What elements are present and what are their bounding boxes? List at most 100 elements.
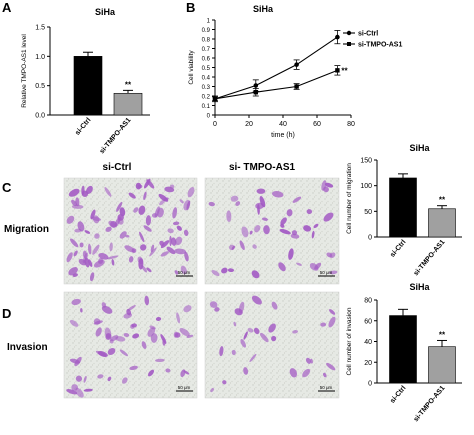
x-tick-label: si-TMPO-AS1 [99,117,133,156]
stained-cell [94,233,100,239]
legend-label: si-Ctrl [358,31,378,38]
data-point [335,34,340,40]
stained-cell [71,298,81,306]
scale-bar-label: 50 μm [178,270,191,275]
stained-cell [243,367,249,375]
chart-title: SiHa [253,4,274,14]
stained-cell [261,217,269,221]
stained-cell [107,376,112,382]
stained-cell [289,368,298,378]
stained-cell [83,388,93,392]
y-tick-label: 1.0 [35,54,45,61]
stained-cell [68,267,78,276]
bar-si-TMPO-AS1 [113,92,143,116]
stained-cell [219,346,224,357]
y-tick-label: 100 [360,183,372,190]
stained-cell [98,253,109,260]
stained-cell [296,262,302,266]
y-tick-label: 0.4 [202,76,211,82]
stained-cell [68,188,80,197]
stained-cell [249,230,253,235]
stained-cell [75,375,83,382]
stained-cell [110,335,119,342]
stained-cell [73,250,78,257]
stained-cell [74,228,82,233]
stained-cell [126,308,132,316]
series-line-si-Ctrl [214,36,338,100]
stained-cell [160,251,169,257]
significance-marker: ** [439,330,446,339]
stained-cell [128,192,136,199]
stained-cell [184,251,189,262]
x-tick-label: si-Ctrl [74,117,92,137]
significance-marker: ** [439,196,446,205]
stained-cell [66,215,75,224]
stained-cell [214,307,220,312]
stained-cell [321,180,327,191]
stained-cell [143,191,147,201]
stained-cell [135,182,142,190]
stained-cell [260,332,269,343]
x-tick-label: 60 [313,121,321,128]
y-tick-label: 0.5 [35,83,45,90]
stained-cell [154,358,165,363]
y-tick-label: 60 [364,318,372,325]
stained-cell [123,332,130,337]
stained-cell [235,201,241,206]
significance-marker: ** [341,66,348,75]
stained-cell [309,263,319,271]
stained-cell [84,257,90,268]
stained-cell [271,301,278,310]
stained-cell [119,231,127,239]
x-tick-label: si-Ctrl [389,385,407,405]
x-tick-label: 40 [279,121,287,128]
stained-cell [268,323,276,333]
panel-letter-c: C [2,180,12,195]
stained-cell [241,226,249,238]
stained-cell [71,384,79,391]
stained-cell [80,308,83,313]
x-tick-label: 80 [347,121,355,128]
y-tick-label: 0 [368,381,372,388]
micro-col-ctrl-label: si-Ctrl [103,162,132,173]
stained-cell [95,350,107,357]
stained-cell [180,265,187,275]
row-label-invasion: Invasion [7,342,48,353]
stained-cell [127,305,136,311]
y-tick-label: 0 [207,114,211,120]
stained-cell [305,357,312,364]
legend-marker [347,42,351,46]
y-tick-label: 50 [364,209,372,216]
stained-cell [175,236,183,246]
stained-cell [95,327,102,337]
stained-cell [254,225,261,233]
stained-cell [86,185,93,194]
y-tick-label: 80 [364,298,372,305]
y-tick-label: 1 [207,19,211,25]
scale-bar-label: 50 μm [178,385,191,390]
bar-si-Ctrl [389,177,417,238]
legend-label: si-TMPO-AS1 [358,42,402,49]
stained-cell [146,267,152,273]
stained-cell [119,349,128,357]
data-point [294,84,299,89]
stained-cell [210,387,215,393]
data-point [294,62,299,67]
chart-b-cell-viability: 0 0.1 0.2 0.3 0.4 0.5 0.6 0.7 0.8 0.9 1 SiHa Cell vi… [188,4,402,139]
stained-cell [92,244,100,255]
stained-cell [79,242,84,248]
stained-cell [111,258,115,266]
y-tick-label: 0.3 [202,85,211,91]
stained-cell [179,327,190,337]
stained-cell [328,309,336,315]
stained-cell [292,330,299,334]
stained-cell [88,243,92,255]
stained-cell [167,228,174,234]
stained-cell [78,258,87,266]
stained-cell [326,362,336,371]
stained-cell [176,312,181,324]
chart-title: SiHa [409,143,430,153]
x-tick-label: si-TMPO-AS1 [413,385,447,424]
micro-col-kd-label: si- TMPO-AS1 [229,162,296,173]
stained-cell [97,374,104,379]
